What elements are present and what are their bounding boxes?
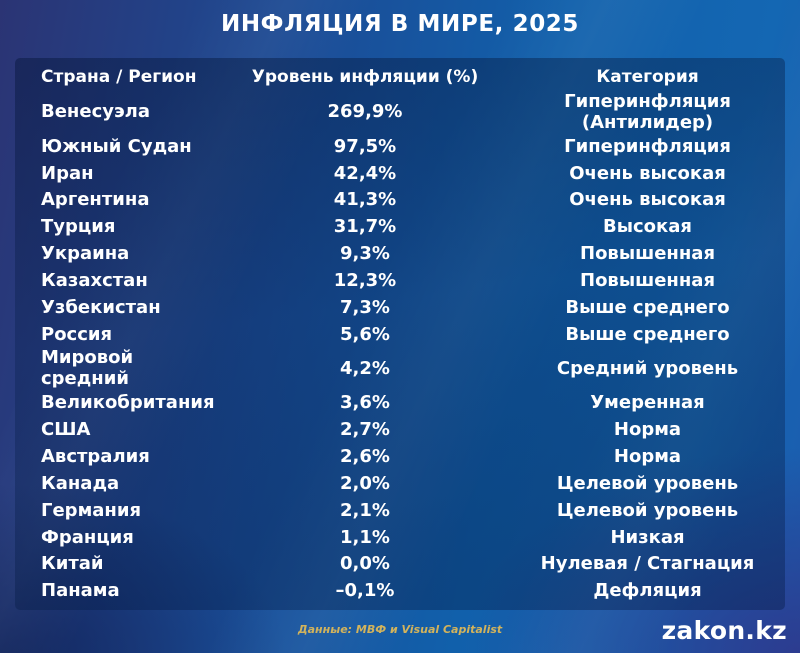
- category-cell: Повышенная: [580, 269, 715, 291]
- country-cell: Россия: [41, 323, 113, 345]
- table-row: Китай 0,0% Нулевая / Стагнация: [15, 550, 785, 577]
- page-title: ИНФЛЯЦИЯ В МИРЕ, 2025: [220, 11, 580, 37]
- table-row: Канада 2,0% Целевой уровень: [15, 470, 785, 497]
- inflation-rate-cell: 2,1%: [340, 499, 390, 521]
- category-cell: Целевой уровень: [556, 472, 739, 494]
- table-row: Аргентина 41,3% Очень высокая: [15, 186, 785, 213]
- column-header-country: Страна / Регион: [41, 67, 197, 88]
- inflation-rate-cell: 3,6%: [340, 392, 390, 414]
- category-cell: Дефляция: [593, 580, 702, 602]
- country-cell: Великобритания: [41, 392, 215, 414]
- table-row: Франция 1,1% Низкая: [15, 524, 785, 551]
- table-row: Мировой средний 4,2% Средний уровень: [15, 347, 785, 389]
- country-cell: Иран: [41, 162, 94, 184]
- inflation-rate-cell: 2,7%: [340, 419, 390, 441]
- country-cell: Венесуэла: [41, 101, 150, 123]
- inflation-rate-cell: 1,1%: [340, 526, 390, 548]
- zakon-kz-logo: zakon.kz: [661, 616, 787, 645]
- inflation-rate-cell: 5,6%: [340, 323, 390, 345]
- inflation-rate-cell: 4,2%: [340, 357, 390, 379]
- inflation-rate-cell: 7,3%: [340, 296, 390, 318]
- inflation-rate-cell: 97,5%: [333, 135, 397, 157]
- country-cell: Турция: [41, 216, 116, 238]
- country-cell: Канада: [41, 472, 120, 494]
- table-row: Панама –0,1% Дефляция: [15, 577, 785, 604]
- category-cell: Высокая: [603, 216, 692, 238]
- table-row: Иран 42,4% Очень высокая: [15, 160, 785, 187]
- data-source-note: Данные: МВФ и Visual Capitalist: [297, 623, 503, 636]
- inflation-rate-cell: 0,0%: [340, 553, 390, 575]
- country-cell: Германия: [41, 499, 142, 521]
- table-row: Узбекистан 7,3% Выше среднего: [15, 294, 785, 321]
- country-cell: Австралия: [41, 446, 150, 468]
- inflation-rate-cell: 41,3%: [333, 189, 397, 211]
- inflation-rate-cell: 31,7%: [333, 216, 397, 238]
- category-cell: Выше среднего: [565, 323, 730, 345]
- category-cell: Очень высокая: [569, 189, 726, 211]
- inflation-table: Страна / Регион Уровень инфляции (%) Кат…: [15, 58, 785, 610]
- category-cell: Средний уровень: [556, 357, 739, 379]
- inflation-rate-cell: 12,3%: [333, 269, 397, 291]
- table-header-row: Страна / Регион Уровень инфляции (%) Кат…: [15, 64, 785, 91]
- category-cell: Гиперинфляция (Антилидер): [564, 90, 731, 133]
- table-row: Казахстан 12,3% Повышенная: [15, 267, 785, 294]
- country-cell: Украина: [41, 243, 130, 265]
- table-row: Венесуэла 269,9% Гиперинфляция (Антилидер): [15, 91, 785, 133]
- table-row: Германия 2,1% Целевой уровень: [15, 497, 785, 524]
- inflation-rate-cell: 42,4%: [333, 162, 397, 184]
- country-cell: Панама: [41, 580, 120, 602]
- category-cell: Умеренная: [590, 392, 705, 414]
- category-cell: Целевой уровень: [556, 499, 739, 521]
- inflation-rate-cell: 2,6%: [340, 446, 390, 468]
- country-cell: Узбекистан: [41, 296, 161, 318]
- table-row: Россия 5,6% Выше среднего: [15, 321, 785, 348]
- category-cell: Гиперинфляция: [564, 135, 731, 157]
- table-row: США 2,7% Норма: [15, 416, 785, 443]
- country-cell: Южный Судан: [41, 135, 192, 157]
- country-cell: США: [41, 419, 91, 441]
- inflation-rate-cell: 9,3%: [340, 243, 390, 265]
- table-row: Австралия 2,6% Норма: [15, 443, 785, 470]
- category-cell: Повышенная: [580, 243, 715, 265]
- column-header-category: Категория: [596, 67, 699, 88]
- country-cell: Аргентина: [41, 189, 150, 211]
- table-row: Турция 31,7% Высокая: [15, 213, 785, 240]
- category-cell: Норма: [613, 446, 682, 468]
- country-cell: Франция: [41, 526, 134, 548]
- category-cell: Нулевая / Стагнация: [540, 553, 755, 575]
- table-row: Великобритания 3,6% Умеренная: [15, 389, 785, 416]
- inflation-rate-cell: –0,1%: [335, 580, 395, 602]
- country-cell: Мировой средний: [41, 347, 134, 390]
- category-cell: Выше среднего: [565, 296, 730, 318]
- table-row: Украина 9,3% Повышенная: [15, 240, 785, 267]
- country-cell: Китай: [41, 553, 104, 575]
- category-cell: Очень высокая: [569, 162, 726, 184]
- table-row: Южный Судан 97,5% Гиперинфляция: [15, 133, 785, 160]
- category-cell: Низкая: [610, 526, 685, 548]
- category-cell: Норма: [613, 419, 682, 441]
- column-header-rate: Уровень инфляции (%): [251, 67, 479, 88]
- country-cell: Казахстан: [41, 269, 148, 291]
- inflation-rate-cell: 269,9%: [327, 101, 403, 123]
- inflation-rate-cell: 2,0%: [340, 472, 390, 494]
